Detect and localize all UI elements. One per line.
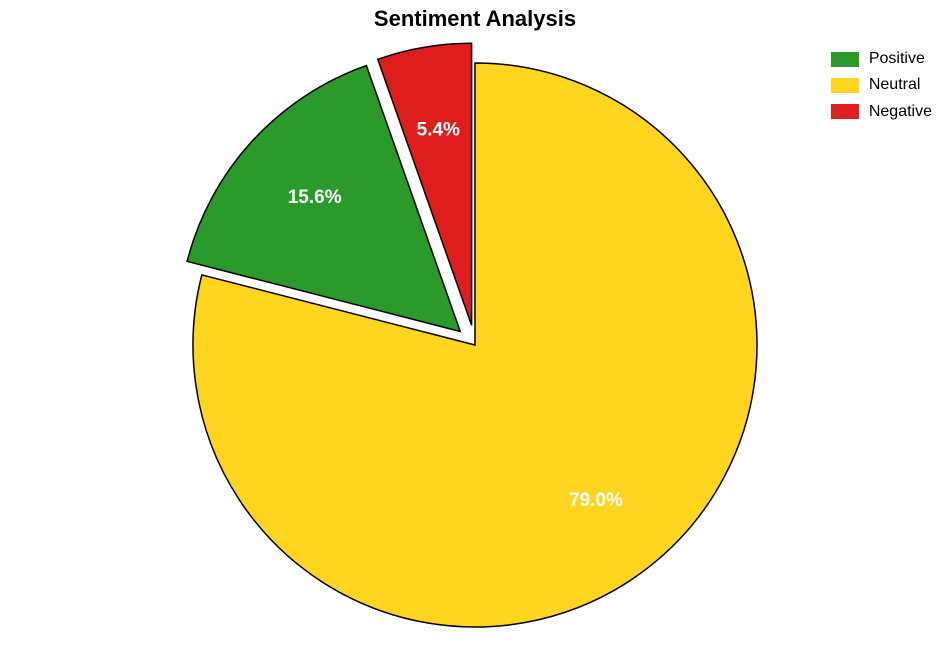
legend-item: Positive — [831, 48, 932, 70]
legend-label: Negative — [869, 101, 932, 123]
legend-item: Neutral — [831, 74, 932, 96]
legend: Positive Neutral Negative — [831, 48, 932, 127]
legend-swatch — [831, 78, 859, 93]
pie-chart-svg: 79.0% 15.6% 5.4% — [0, 0, 950, 662]
slice-percent-label: 15.6% — [288, 187, 342, 208]
legend-label: Neutral — [869, 74, 921, 96]
slice-percent-label: 5.4% — [417, 120, 460, 141]
legend-swatch — [831, 52, 859, 67]
legend-label: Positive — [869, 48, 925, 70]
legend-item: Negative — [831, 101, 932, 123]
slice-percent-label: 79.0% — [569, 490, 623, 511]
chart-container: Sentiment Analysis 79.0%15.6%5.4% Positi… — [0, 0, 950, 662]
legend-swatch — [831, 104, 859, 119]
